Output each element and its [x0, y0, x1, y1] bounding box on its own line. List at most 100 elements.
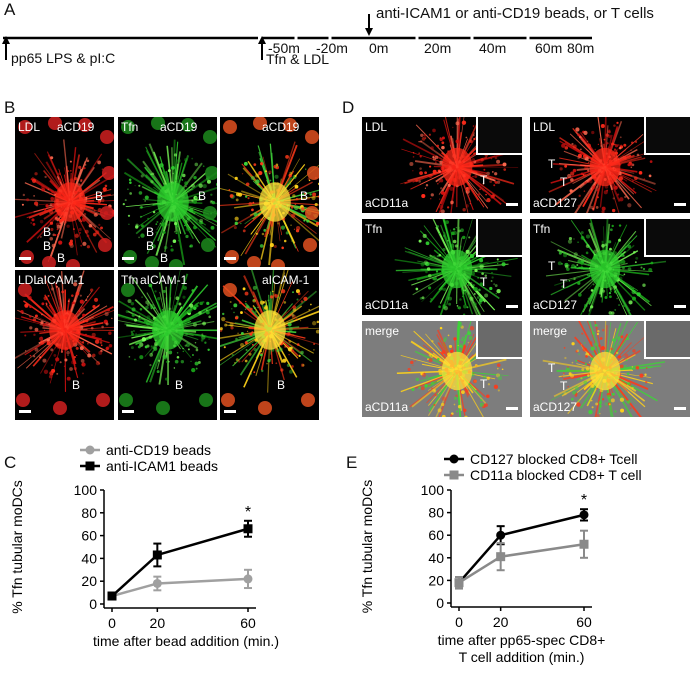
y-tick-label: 20: [428, 572, 444, 588]
channel-label: Tfn: [121, 273, 139, 287]
zoom-inset: [476, 219, 522, 257]
micrograph-d-r1-c2: LDL aCD127 T T: [530, 117, 690, 213]
channel-label: LDL: [365, 120, 388, 134]
y-tick-label: 100: [74, 482, 98, 498]
bead-label: B: [57, 251, 66, 265]
panel-label-c: C: [4, 453, 17, 472]
zoom-inset: [476, 117, 522, 155]
scale-bar: [674, 305, 686, 308]
x-tick-label: 0: [455, 614, 463, 630]
timeline-tick: 40m: [479, 40, 507, 56]
bead-label: B: [198, 189, 207, 203]
timeline-tfn-label: Tfn & LDL: [266, 51, 330, 67]
bead-label: B: [146, 239, 155, 253]
channel-label: merge: [365, 324, 400, 338]
scale-bar: [674, 407, 686, 410]
timeline-tick: 0m: [369, 40, 389, 56]
scale-bar: [122, 257, 134, 260]
x-axis-label: time after bead addition (min.): [93, 633, 279, 649]
y-tick-label: 40: [428, 550, 444, 566]
bead-label: B: [277, 378, 286, 392]
micrograph-d-r2-c1: Tfn aCD11a T: [362, 219, 522, 315]
series-1-point: [152, 578, 162, 588]
micrograph-d-r2-c2: Tfn aCD127 T T: [530, 219, 690, 315]
x-tick-label: 60: [240, 615, 256, 631]
series-2-point: [454, 578, 464, 588]
y-tick-label: 100: [421, 482, 445, 498]
timeline-top-label: anti-ICAM1 or anti-CD19 beads, or T cell…: [376, 5, 654, 22]
series-2-point: [579, 539, 589, 549]
y-tick-label: 20: [81, 573, 97, 589]
y-tick-label: 40: [81, 550, 97, 566]
timeline-tick: -50m: [268, 40, 300, 56]
antibody-label: aCD11a: [365, 400, 409, 414]
timeline-tick: 20m: [424, 40, 452, 56]
antibody-label: aCD11a: [365, 298, 409, 312]
micrograph-d-r1-c1: LDL aCD11a T: [362, 117, 522, 213]
tcell-label: T: [480, 377, 488, 391]
antibody-label: aCD19: [262, 120, 300, 134]
x-tick-label: 60: [576, 614, 592, 630]
y-tick-label: 60: [81, 528, 97, 544]
antibody-label: aICAM-1: [37, 273, 85, 287]
scale-bar: [224, 410, 236, 413]
antibody-label: aCD127: [533, 298, 578, 312]
timeline: [2, 14, 592, 60]
bead-label: B: [300, 189, 309, 203]
scale-bar: [506, 203, 518, 206]
y-tick-label: 0: [89, 596, 97, 612]
series-1-point: [496, 530, 506, 540]
legend-marker: [85, 445, 95, 455]
chart-e: 0 20 40 60 80 100 0 20 60 % Tfn tubular moDCs time…: [359, 451, 642, 665]
bead-label: B: [72, 378, 81, 392]
micrograph-b-row1-2: Tfn aCD19 B B B B: [118, 117, 217, 267]
channel-label: LDL: [18, 120, 41, 134]
zoom-inset: [644, 321, 690, 359]
significance-marker: *: [245, 504, 251, 521]
bead-label: B: [95, 189, 104, 203]
micrograph-d-r3-c2: merge aCD127 T T: [530, 321, 690, 417]
channel-label: Tfn: [533, 222, 551, 236]
antibody-label: aICAM-1: [140, 273, 188, 287]
timeline-tick: -20m: [316, 40, 348, 56]
bead-label: B: [160, 251, 169, 265]
scale-bar: [506, 407, 518, 410]
antibody-label: aCD19: [57, 120, 95, 134]
x-tick-label: 0: [108, 615, 116, 631]
tcell-label: T: [548, 259, 556, 273]
bead-label: B: [146, 225, 155, 239]
antibody-label: aCD19: [160, 120, 198, 134]
legend-label: anti-CD19 beads: [106, 442, 211, 458]
tcell-label: T: [560, 175, 568, 189]
legend-label: anti-ICAM1 beads: [106, 458, 218, 474]
series-2-point: [496, 552, 506, 562]
series-2-point: [107, 591, 117, 601]
y-tick-label: 80: [428, 505, 444, 521]
legend-marker: [449, 470, 459, 480]
x-tick-label: 20: [150, 615, 166, 631]
micrograph-b-row2-1: LDL aICAM-1 B: [15, 270, 114, 420]
antibody-label: aCD127: [533, 400, 578, 414]
timeline-tick: 80m: [567, 40, 595, 56]
x-axis-label: time after pp65-spec CD8+: [438, 632, 606, 648]
panel-label-a: A: [4, 0, 16, 19]
series-2-line: [111, 527, 249, 597]
bead-label: B: [175, 378, 184, 392]
micrograph-b-row1-1: LDL aCD19 B B B B: [15, 117, 114, 267]
zoom-inset: [644, 219, 690, 257]
significance-marker: *: [581, 492, 587, 509]
y-tick-label: 80: [81, 505, 97, 521]
legend-marker: [85, 461, 95, 471]
panel-label-d: D: [342, 98, 355, 117]
x-tick-label: 20: [493, 614, 509, 630]
legend-label: CD127 blocked CD8+ Tcell: [470, 451, 637, 467]
series-2-point: [243, 524, 253, 534]
tcell-label: T: [560, 277, 568, 291]
zoom-inset: [476, 321, 522, 359]
scale-bar: [674, 203, 686, 206]
channel-label: Tfn: [121, 120, 139, 134]
series-1-line: [111, 577, 249, 598]
series-2-point: [152, 550, 162, 560]
micrograph-b-row2-3: aICAM-1 B: [220, 270, 319, 420]
legend-label: CD11a blocked CD8+ T cell: [470, 467, 642, 483]
